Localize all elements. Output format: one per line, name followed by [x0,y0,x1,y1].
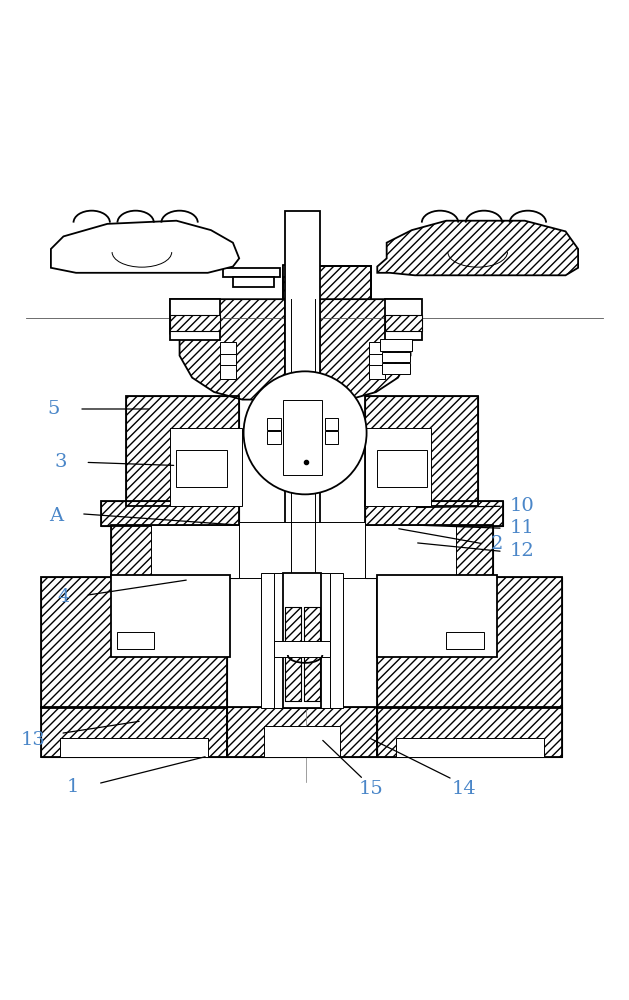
Bar [447,632,484,649]
Text: 2: 2 [491,535,503,553]
Bar [385,315,423,331]
Bar [283,265,311,277]
Bar [223,268,280,277]
Polygon shape [377,221,578,275]
Bar [382,352,410,362]
Bar [365,501,503,526]
Bar [377,707,562,757]
Bar [396,738,543,757]
Bar [101,501,239,526]
Bar [381,339,412,351]
Bar [377,577,562,708]
Bar [274,573,330,708]
Bar [377,707,562,757]
Bar [42,577,226,708]
Polygon shape [320,299,420,400]
Bar [285,607,301,701]
Text: 1: 1 [67,778,79,796]
Bar [285,607,301,701]
Bar [377,577,562,708]
Text: 10: 10 [509,497,534,515]
Bar [126,396,239,506]
Bar [274,641,330,657]
Text: 13: 13 [21,731,46,749]
Bar [170,428,242,506]
Polygon shape [170,299,285,400]
Bar [101,501,239,526]
Text: 3: 3 [54,453,67,471]
Text: 4: 4 [57,588,70,606]
Bar [126,396,239,506]
Bar [365,396,477,506]
Text: A: A [49,507,63,525]
Bar [369,365,385,379]
Bar [42,707,226,757]
Bar [369,354,385,365]
Bar [60,738,208,757]
Bar [226,707,377,757]
Text: 14: 14 [452,780,476,798]
Bar [285,211,320,651]
Text: 11: 11 [509,519,534,537]
Bar [111,525,239,578]
Bar [264,726,340,757]
Bar [239,522,365,578]
Bar [233,277,274,287]
Bar [283,400,322,475]
Bar [365,525,493,578]
Bar [369,342,385,354]
Polygon shape [51,221,239,273]
Bar [220,342,236,354]
Bar [283,266,371,300]
Text: 5: 5 [48,400,60,418]
Bar [267,431,281,444]
Bar [170,299,220,340]
Bar [42,707,226,757]
Bar [382,363,410,374]
Bar [176,450,226,487]
Bar [220,354,236,365]
Bar [220,365,236,379]
Bar [42,577,226,708]
Bar [365,525,456,578]
Bar [226,707,377,757]
Bar [304,607,320,701]
Text: 12: 12 [509,542,534,560]
Bar [111,575,230,657]
Bar [117,632,155,649]
Bar [170,315,220,331]
Bar [111,525,239,578]
Bar [283,266,371,300]
Bar [377,575,496,657]
Bar [365,525,493,578]
Bar [385,299,423,340]
Bar [325,418,338,430]
Bar [365,396,477,506]
Bar [325,431,338,444]
Bar [304,607,320,701]
Text: 15: 15 [359,780,383,798]
Bar [377,450,428,487]
Circle shape [243,371,367,494]
Bar [152,525,242,578]
Bar [261,573,343,708]
Bar [283,573,321,708]
Bar [267,418,281,430]
Bar [365,501,503,526]
Bar [365,428,431,506]
